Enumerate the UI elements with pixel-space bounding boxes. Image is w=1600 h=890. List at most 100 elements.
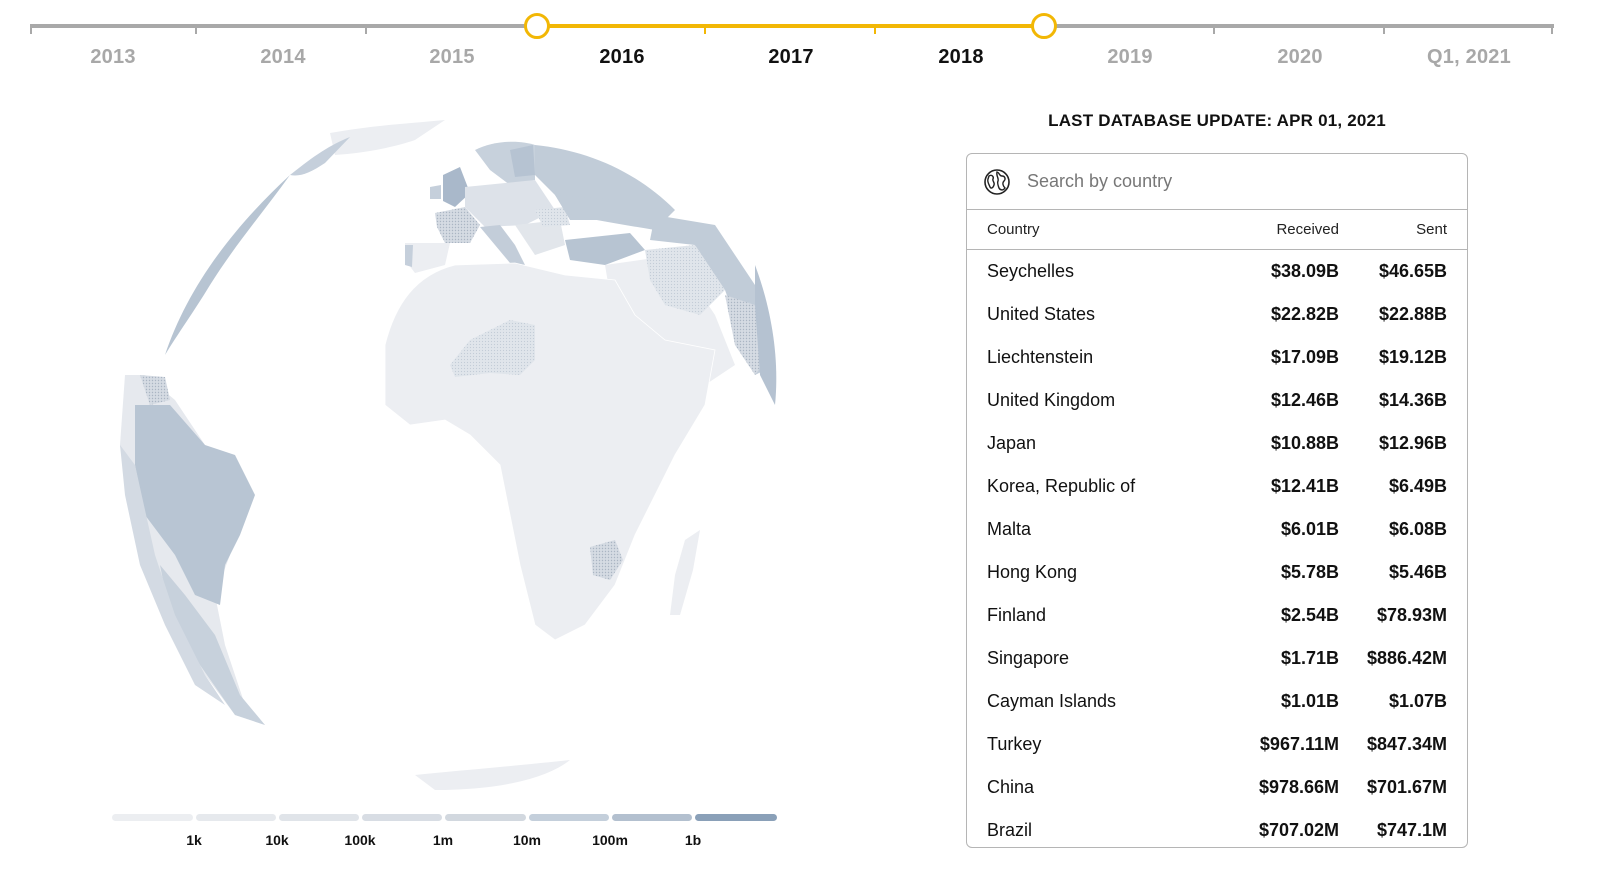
table-row[interactable]: Malta $6.01B $6.08B — [967, 508, 1467, 551]
cell-sent: $847.34M — [1366, 734, 1447, 754]
cell-sent: $19.12B — [1378, 347, 1447, 367]
country-france[interactable] — [435, 207, 480, 243]
table-row[interactable]: Finland $2.54B $78.93M — [967, 594, 1467, 637]
country-venezuela[interactable] — [140, 375, 170, 405]
table-row[interactable]: Liechtenstein $17.09B $19.12B — [967, 336, 1467, 379]
country-finland[interactable] — [510, 145, 535, 177]
timeline-selected-range — [537, 24, 1044, 28]
country-central-europe[interactable] — [465, 180, 555, 227]
cell-country: Japan — [987, 433, 1037, 453]
column-header-received[interactable]: Received — [1276, 221, 1339, 238]
country-asia-rim[interactable] — [755, 265, 777, 405]
legend-label-1b: 1b — [684, 832, 702, 848]
cell-country: China — [987, 777, 1035, 797]
cell-country: Turkey — [987, 734, 1042, 754]
cell-country: Liechtenstein — [987, 347, 1094, 367]
globe-svg — [120, 120, 777, 790]
table-row[interactable]: Cayman Islands $1.01B $1.07B — [967, 680, 1467, 723]
timeline-year-2015[interactable]: 2015 — [429, 46, 475, 68]
legend-swatch-5 — [529, 814, 609, 821]
legend-label-10k: 10k — [265, 832, 289, 848]
legend-label-100k: 100k — [344, 832, 376, 848]
cell-received: $1.71B — [1280, 648, 1339, 668]
globe-icon — [984, 168, 1010, 195]
cell-received: $978.66M — [1258, 777, 1339, 797]
cell-country: Seychelles — [987, 261, 1075, 281]
country-balkans[interactable] — [515, 220, 565, 255]
timeline-start-handle[interactable] — [524, 13, 550, 39]
cell-sent: $701.67M — [1366, 777, 1447, 797]
timeline-year-2018[interactable]: 2018 — [938, 46, 984, 68]
table-row[interactable]: China $978.66M $701.67M — [967, 766, 1467, 809]
cell-country: Brazil — [987, 820, 1033, 840]
cell-sent: $1.07B — [1388, 691, 1447, 711]
cell-sent: $46.65B — [1378, 261, 1447, 281]
table-row[interactable]: Seychelles $38.09B $46.65B — [967, 250, 1467, 293]
timeline-year-q1-2021[interactable]: Q1, 2021 — [1427, 46, 1511, 68]
legend-swatch-6 — [612, 814, 692, 821]
country-portugal[interactable] — [405, 245, 413, 267]
table-row[interactable]: Brazil $707.02M $747.1M — [967, 809, 1467, 847]
table-row[interactable]: Hong Kong $5.78B $5.46B — [967, 551, 1467, 594]
country-italy[interactable] — [480, 225, 525, 265]
table-row[interactable]: United States $22.82B $22.88B — [967, 293, 1467, 336]
timeline-tick — [365, 24, 367, 34]
legend-swatch-1 — [196, 814, 276, 821]
country-iberia[interactable] — [405, 243, 450, 273]
legend-label-1m: 1m — [432, 832, 454, 848]
cell-sent: $6.49B — [1388, 476, 1447, 496]
timeline-year-2020[interactable]: 2020 — [1277, 46, 1323, 68]
table-row[interactable]: United Kingdom $12.46B $14.36B — [967, 379, 1467, 422]
cell-sent: $14.36B — [1378, 390, 1447, 410]
table-body[interactable]: Seychelles $38.09B $46.65B United States $2… — [967, 250, 1467, 847]
cell-sent: $747.1M — [1376, 820, 1447, 840]
table-row[interactable]: Japan $10.88B $12.96B — [967, 422, 1467, 465]
map-legend: 1k 10k 100k 1m 10m 100m 1b — [112, 814, 778, 854]
cell-received: $12.46B — [1270, 390, 1339, 410]
column-header-sent[interactable]: Sent — [1416, 221, 1447, 238]
timeline-year-2017[interactable]: 2017 — [768, 46, 814, 68]
cell-received: $5.78B — [1280, 562, 1339, 582]
timeline-slider[interactable]: 2013 2014 2015 2016 2017 2018 2019 2020 … — [30, 0, 1554, 80]
cell-country: Hong Kong — [987, 562, 1078, 582]
country-united-kingdom[interactable] — [443, 167, 470, 207]
country-iran[interactable] — [645, 245, 725, 315]
table-row[interactable]: Korea, Republic of $12.41B $6.49B — [967, 465, 1467, 508]
country-united-states[interactable] — [165, 175, 290, 355]
continent-antarctica[interactable] — [415, 760, 570, 790]
cell-sent: $22.88B — [1378, 304, 1447, 324]
country-zimbabwe[interactable] — [590, 540, 623, 580]
timeline-year-2016[interactable]: 2016 — [599, 46, 645, 68]
table-row[interactable]: Turkey $967.11M $847.34M — [967, 723, 1467, 766]
timeline-year-2014[interactable]: 2014 — [260, 46, 306, 68]
country-romania[interactable] — [535, 207, 570, 227]
country-ireland[interactable] — [430, 185, 441, 199]
timeline-year-2013[interactable]: 2013 — [90, 46, 136, 68]
cell-sent: $6.08B — [1388, 519, 1447, 539]
legend-label-100m: 100m — [592, 832, 628, 848]
cell-received: $10.88B — [1270, 433, 1339, 453]
globe-map[interactable] — [115, 115, 785, 795]
country-brazil[interactable] — [135, 405, 255, 605]
column-header-country[interactable]: Country — [987, 221, 1040, 238]
table-row[interactable]: Singapore $1.71B $886.42M — [967, 637, 1467, 680]
cell-country: United States — [987, 304, 1096, 324]
country-madagascar[interactable] — [670, 530, 700, 615]
legend-swatch-7 — [695, 814, 777, 821]
timeline-year-2019[interactable]: 2019 — [1107, 46, 1153, 68]
country-chile-strip[interactable] — [120, 445, 225, 705]
country-niger[interactable] — [450, 320, 535, 377]
country-ukraine[interactable] — [555, 195, 620, 220]
country-greenland[interactable] — [330, 120, 445, 155]
country-canada[interactable] — [290, 137, 350, 176]
legend-swatch-0 — [112, 814, 193, 821]
country-search[interactable] — [967, 154, 1467, 210]
search-input[interactable] — [1027, 171, 1427, 192]
timeline-end-handle[interactable] — [1031, 13, 1057, 39]
timeline-tick — [30, 24, 32, 34]
country-argentina[interactable] — [160, 565, 265, 725]
legend-swatch-3 — [362, 814, 442, 821]
table-header: Country Received Sent — [967, 210, 1467, 250]
country-turkey[interactable] — [565, 233, 645, 265]
cell-country: Finland — [987, 605, 1047, 625]
